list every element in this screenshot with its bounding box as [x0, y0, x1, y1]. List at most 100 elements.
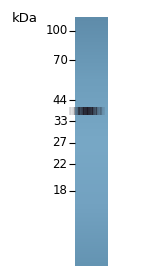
- Bar: [75, 53, 108, 54]
- Bar: [75, 153, 108, 154]
- Bar: [75, 160, 108, 162]
- Bar: [76, 107, 77, 115]
- Bar: [75, 254, 108, 256]
- Bar: [104, 107, 105, 115]
- Text: kDa: kDa: [12, 12, 38, 25]
- Bar: [75, 36, 108, 37]
- Bar: [72, 107, 73, 115]
- Bar: [75, 180, 108, 181]
- Bar: [75, 247, 108, 248]
- Bar: [75, 74, 108, 75]
- Bar: [75, 59, 108, 60]
- Bar: [75, 235, 108, 236]
- Bar: [75, 124, 108, 125]
- Bar: [75, 146, 108, 147]
- Bar: [75, 201, 108, 202]
- Bar: [75, 173, 108, 174]
- Bar: [75, 71, 108, 73]
- Bar: [75, 84, 108, 85]
- Bar: [75, 126, 108, 127]
- Bar: [75, 145, 108, 146]
- Bar: [75, 22, 108, 23]
- Bar: [75, 78, 108, 80]
- Bar: [75, 185, 108, 187]
- Bar: [75, 68, 108, 69]
- Bar: [75, 27, 108, 29]
- Bar: [75, 36, 108, 38]
- Bar: [75, 189, 108, 190]
- Bar: [75, 244, 108, 245]
- Bar: [75, 197, 108, 198]
- Bar: [75, 86, 108, 87]
- Bar: [75, 23, 108, 25]
- Bar: [75, 199, 108, 201]
- Bar: [75, 41, 108, 43]
- Bar: [75, 175, 108, 177]
- Bar: [75, 179, 108, 180]
- Bar: [75, 26, 108, 28]
- Bar: [75, 119, 108, 120]
- Bar: [75, 149, 108, 150]
- Bar: [75, 57, 108, 58]
- Bar: [75, 218, 108, 219]
- Bar: [75, 139, 108, 140]
- Bar: [75, 138, 108, 140]
- Bar: [75, 147, 108, 149]
- Bar: [75, 198, 108, 199]
- Bar: [75, 230, 108, 231]
- Bar: [75, 158, 108, 159]
- Bar: [75, 260, 108, 261]
- Bar: [75, 243, 108, 245]
- Bar: [75, 213, 108, 214]
- Bar: [75, 176, 108, 178]
- Bar: [75, 183, 108, 184]
- Bar: [75, 83, 108, 84]
- Bar: [80, 107, 81, 115]
- Bar: [75, 226, 108, 227]
- Bar: [75, 251, 108, 252]
- Bar: [75, 265, 108, 266]
- Bar: [75, 231, 108, 232]
- Bar: [75, 242, 108, 244]
- Bar: [75, 143, 108, 144]
- Bar: [75, 190, 108, 191]
- Bar: [75, 224, 108, 226]
- Bar: [75, 25, 108, 26]
- Bar: [75, 24, 108, 25]
- Bar: [75, 177, 108, 178]
- Bar: [75, 161, 108, 163]
- Bar: [90, 107, 91, 115]
- Bar: [75, 130, 108, 131]
- Bar: [75, 66, 108, 68]
- Bar: [75, 229, 108, 231]
- Bar: [75, 103, 108, 105]
- Bar: [75, 114, 108, 116]
- Bar: [75, 43, 108, 44]
- Bar: [75, 252, 108, 254]
- Bar: [75, 245, 108, 246]
- Bar: [73, 107, 74, 115]
- Bar: [75, 209, 108, 210]
- Bar: [75, 56, 108, 57]
- Bar: [69, 107, 70, 115]
- Bar: [92, 107, 93, 115]
- Bar: [75, 190, 108, 192]
- Bar: [94, 107, 95, 115]
- Bar: [75, 203, 108, 205]
- Bar: [75, 96, 108, 97]
- Text: 18: 18: [53, 184, 68, 197]
- Bar: [75, 17, 108, 19]
- Bar: [75, 261, 108, 262]
- Bar: [75, 132, 108, 133]
- Bar: [75, 80, 108, 81]
- Bar: [87, 107, 88, 115]
- Bar: [75, 171, 108, 173]
- Bar: [75, 216, 108, 217]
- Bar: [75, 259, 108, 260]
- Bar: [75, 232, 108, 233]
- Bar: [75, 205, 108, 206]
- Bar: [75, 200, 108, 202]
- Bar: [75, 98, 108, 99]
- Bar: [75, 195, 108, 197]
- Bar: [75, 121, 108, 122]
